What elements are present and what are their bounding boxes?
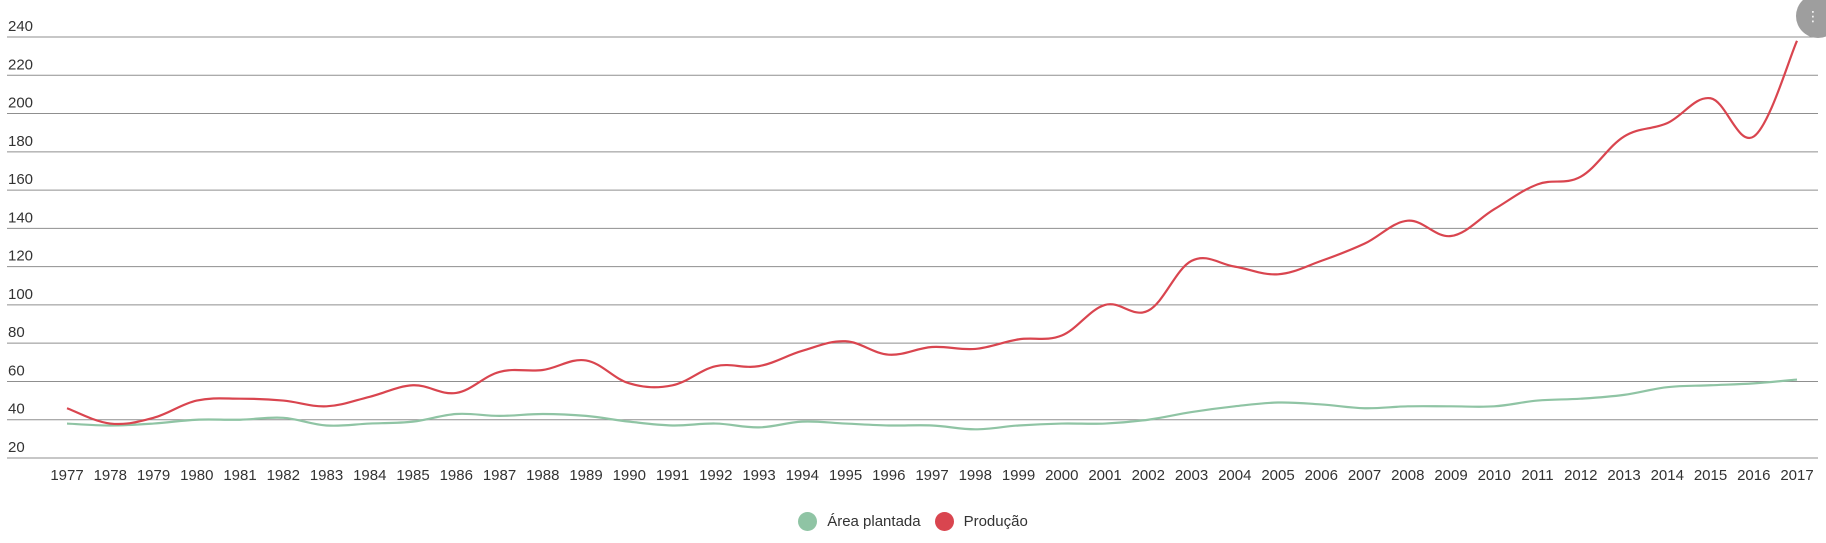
- x-tick-label: 2009: [1434, 467, 1467, 484]
- x-tick-label: 1989: [569, 467, 602, 484]
- more-options-icon: ⋮: [1806, 7, 1820, 24]
- x-tick-label: 1990: [613, 467, 646, 484]
- x-tick-label: 2016: [1737, 467, 1770, 484]
- legend-label: Área plantada: [827, 513, 921, 530]
- x-tick-label: 2017: [1780, 467, 1813, 484]
- x-axis-ticks: 1977 1978 1979 1980 1981 1982 1983 1984 1985 1986…: [50, 467, 1813, 484]
- x-tick-label: 1982: [267, 467, 300, 484]
- x-tick-label: 2007: [1348, 467, 1381, 484]
- legend-item[interactable]: Área plantada: [798, 512, 921, 531]
- x-tick-label: 1978: [94, 467, 127, 484]
- x-tick-label: 1985: [396, 467, 429, 484]
- x-tick-label: 1995: [829, 467, 862, 484]
- x-tick-label: 2004: [1218, 467, 1251, 484]
- x-tick-label: 1980: [180, 467, 213, 484]
- y-tick-label: 240: [8, 18, 33, 35]
- x-tick-label: 1979: [137, 467, 170, 484]
- x-tick-label: 1999: [1002, 467, 1035, 484]
- legend-swatch: [934, 512, 954, 531]
- y-tick-label: 180: [8, 133, 33, 150]
- x-tick-label: 1997: [915, 467, 948, 484]
- y-tick-label: 100: [8, 286, 33, 303]
- x-tick-label: 1994: [786, 467, 819, 484]
- x-tick-label: 1983: [310, 467, 343, 484]
- x-tick-label: 1984: [353, 467, 386, 484]
- y-tick-label: 20: [8, 439, 25, 456]
- x-tick-label: 1986: [440, 467, 473, 484]
- x-tick-label: 2000: [1045, 467, 1078, 484]
- x-tick-label: 1977: [50, 467, 83, 484]
- x-tick-label: 2011: [1521, 467, 1553, 484]
- y-tick-label: 200: [8, 95, 33, 112]
- legend: Área plantada Produção: [0, 512, 1826, 531]
- x-tick-label: 1988: [526, 467, 559, 484]
- series-lines: [66, 40, 1799, 431]
- y-tick-label: 160: [8, 171, 33, 188]
- y-axis-ticks: 20 40 60 80 100 120 140 160 180 200 220 240: [8, 18, 33, 456]
- x-tick-label: 1998: [959, 467, 992, 484]
- y-tick-label: 120: [8, 248, 33, 265]
- y-tick-label: 60: [8, 362, 25, 379]
- x-tick-label: 1996: [872, 467, 905, 484]
- grid-lines: [7, 36, 1818, 459]
- x-tick-label: 1987: [483, 467, 516, 484]
- y-tick-label: 220: [8, 56, 33, 73]
- x-tick-label: 2012: [1564, 467, 1597, 484]
- x-tick-label: 2005: [1261, 467, 1294, 484]
- y-tick-label: 140: [8, 209, 33, 226]
- x-tick-label: 2013: [1607, 467, 1640, 484]
- x-tick-label: 1993: [742, 467, 775, 484]
- x-tick-label: 2015: [1694, 467, 1727, 484]
- x-tick-label: 2002: [1132, 467, 1165, 484]
- x-tick-label: 1991: [656, 467, 689, 484]
- x-tick-label: 2010: [1478, 467, 1511, 484]
- x-tick-label: 2008: [1391, 467, 1424, 484]
- legend-item[interactable]: Produção: [934, 512, 1028, 531]
- x-tick-label: 2003: [1175, 467, 1208, 484]
- series-line-0[interactable]: [66, 378, 1798, 431]
- legend-swatch: [798, 512, 818, 531]
- x-tick-label: 2006: [1305, 467, 1338, 484]
- x-tick-label: 1981: [223, 467, 256, 484]
- x-tick-label: 2001: [1088, 467, 1121, 484]
- series-line-1[interactable]: [66, 40, 1799, 426]
- legend-label: Produção: [963, 513, 1028, 530]
- x-tick-label: 2014: [1651, 467, 1684, 484]
- y-tick-label: 40: [8, 401, 25, 418]
- y-tick-label: 80: [8, 324, 25, 341]
- x-tick-label: 1992: [699, 467, 732, 484]
